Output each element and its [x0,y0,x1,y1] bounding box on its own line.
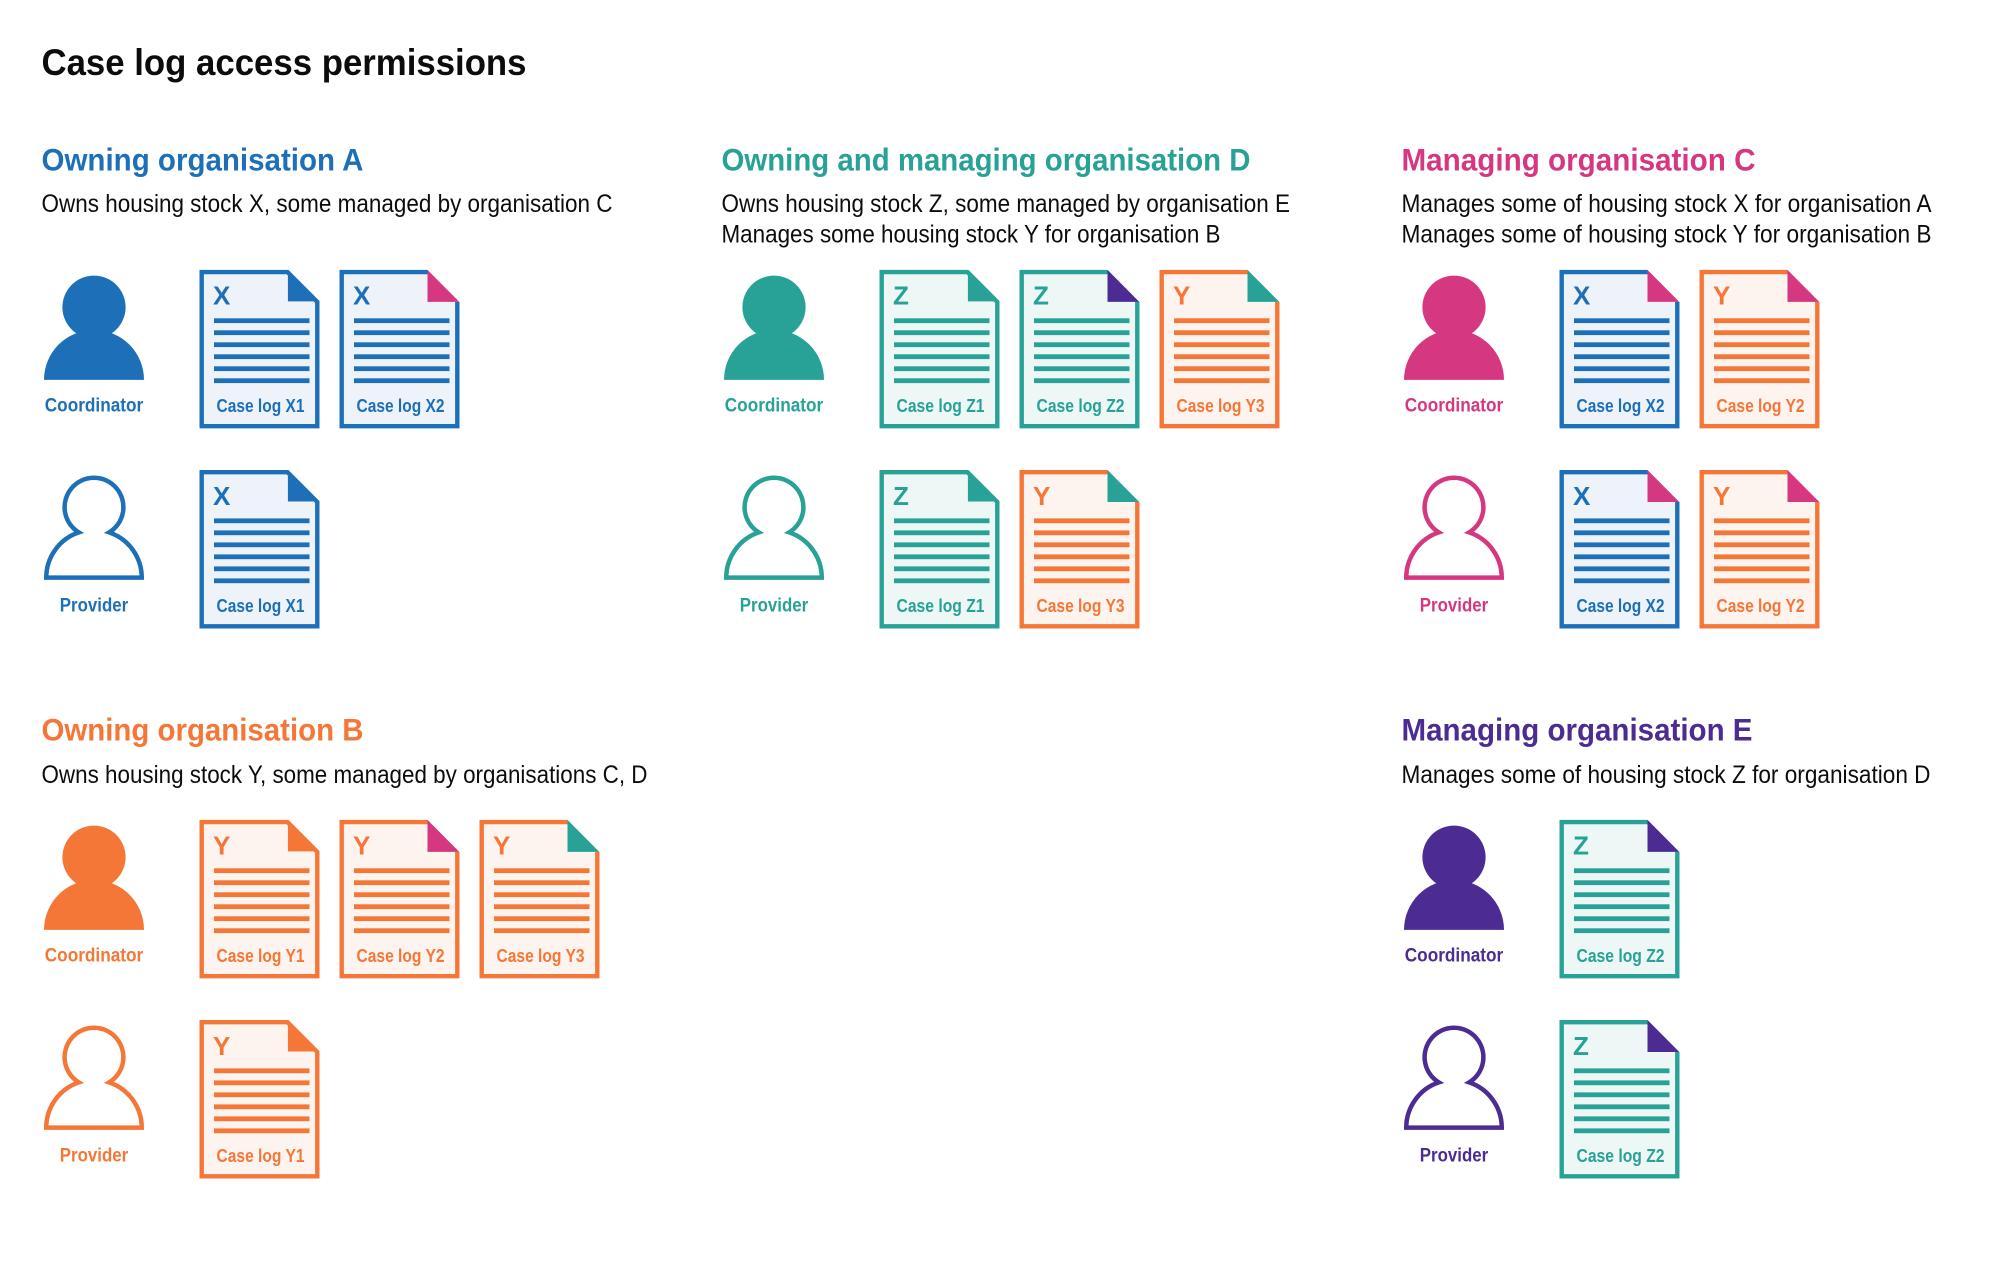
svg-text:Case log Y3: Case log Y3 [497,946,585,966]
svg-text:Y: Y [1713,481,1730,511]
svg-text:Case log Y2: Case log Y2 [1717,396,1805,416]
svg-text:Case log Y2: Case log Y2 [1717,596,1805,616]
svg-text:Case log Z2: Case log Z2 [1577,946,1665,966]
svg-text:Coordinator: Coordinator [45,946,144,967]
svg-text:Z: Z [1033,281,1049,311]
svg-text:X: X [213,281,231,311]
svg-text:Coordinator: Coordinator [1405,396,1504,417]
svg-text:Case log Z1: Case log Z1 [897,596,985,616]
svg-text:Case log X1: Case log X1 [217,396,305,416]
svg-text:Case log Y1: Case log Y1 [217,946,305,966]
svg-text:Y: Y [353,831,370,861]
svg-text:Provider: Provider [740,596,809,617]
svg-text:Case log X2: Case log X2 [357,396,445,416]
svg-text:Managing organisation E: Managing organisation E [1402,711,1753,747]
svg-text:X: X [213,481,231,511]
svg-text:Owns housing stock X, some man: Owns housing stock X, some managed by or… [42,190,613,218]
svg-text:Z: Z [893,281,909,311]
svg-text:Y: Y [213,831,230,861]
svg-text:Manages some of housing stock: Manages some of housing stock X for orga… [1402,190,1932,218]
svg-text:Y: Y [1033,481,1050,511]
svg-text:Manages some of housing stock: Manages some of housing stock Z for orga… [1402,761,1931,789]
svg-text:Case log Z2: Case log Z2 [1577,1146,1665,1166]
svg-text:Case log Y3: Case log Y3 [1177,396,1265,416]
svg-text:Owning organisation B: Owning organisation B [42,711,364,747]
svg-text:Provider: Provider [60,1146,129,1167]
svg-text:Owns housing stock Y, some man: Owns housing stock Y, some managed by or… [42,761,648,789]
svg-text:Y: Y [1173,281,1190,311]
svg-text:Case log X1: Case log X1 [217,596,305,616]
svg-text:X: X [1573,281,1591,311]
svg-text:Coordinator: Coordinator [1405,946,1504,967]
svg-text:Case log Z2: Case log Z2 [1037,396,1125,416]
svg-text:X: X [1573,481,1591,511]
svg-text:Y: Y [493,831,510,861]
svg-text:Coordinator: Coordinator [45,396,144,417]
svg-text:Case log Z1: Case log Z1 [897,396,985,416]
svg-text:Case log Y1: Case log Y1 [217,1146,305,1166]
svg-text:Z: Z [1573,1031,1589,1061]
svg-text:Provider: Provider [60,596,129,617]
svg-text:Case log Y3: Case log Y3 [1037,596,1125,616]
svg-text:Owns housing stock Z, some man: Owns housing stock Z, some managed by or… [722,190,1291,218]
svg-text:Z: Z [893,481,909,511]
svg-text:Case log Y2: Case log Y2 [357,946,445,966]
svg-text:Owning organisation A: Owning organisation A [42,142,364,178]
svg-text:Y: Y [1713,281,1730,311]
svg-text:Manages some housing stock Y f: Manages some housing stock Y for organis… [722,220,1221,248]
svg-text:Z: Z [1573,831,1589,861]
svg-text:Provider: Provider [1420,1146,1489,1167]
svg-text:Provider: Provider [1420,596,1489,617]
svg-text:X: X [353,281,371,311]
svg-text:Owning and managing organisati: Owning and managing organisation D [722,142,1251,178]
svg-text:Case log X2: Case log X2 [1577,396,1665,416]
svg-text:Case log X2: Case log X2 [1577,596,1665,616]
svg-text:Y: Y [213,1031,230,1061]
svg-text:Coordinator: Coordinator [725,396,824,417]
svg-text:Case log access permissions: Case log access permissions [42,42,527,83]
svg-text:Manages some of housing stock: Manages some of housing stock Y for orga… [1402,220,1932,248]
svg-text:Managing organisation C: Managing organisation C [1402,142,1756,178]
